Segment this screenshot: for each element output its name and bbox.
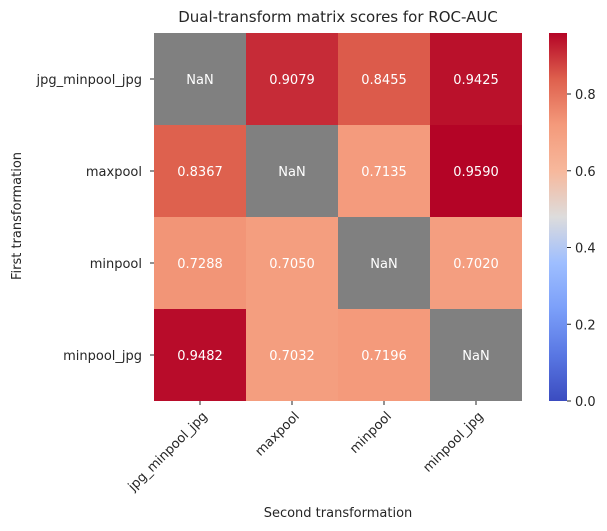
cell-value-label: 0.7135	[361, 165, 407, 180]
row-tick-label: minpool	[90, 257, 142, 272]
heatmap-cell	[246, 125, 338, 217]
col-tick-label: jpg_minpool_jpg	[125, 409, 211, 495]
cell-value-label: 0.9425	[453, 73, 499, 88]
col-tick-label: minpool	[347, 409, 395, 457]
cell-value-label: NaN	[462, 349, 489, 364]
heatmap-cell	[338, 217, 430, 309]
col-tick-label: maxpool	[253, 409, 303, 459]
x-axis-label: Second transformation	[264, 506, 413, 521]
colorbar-ticks: 0.0 0.2 0.4 0.6 0.8	[567, 88, 596, 410]
cell-value-label: 0.7196	[361, 349, 407, 364]
cell-value-label: 0.8367	[177, 165, 223, 180]
colorbar-tick-label: 0.8	[575, 88, 596, 103]
heatmap-cell	[246, 309, 338, 401]
heatmap-cell	[430, 309, 522, 401]
cell-value-label: 0.7050	[269, 257, 315, 272]
cell-value-label: 0.8455	[361, 73, 407, 88]
y-axis-label: First transformation	[10, 152, 25, 280]
row-tick-label: minpool_jpg	[63, 349, 142, 364]
cell-value-label: 0.7288	[177, 257, 223, 272]
cell-value-label: 0.7032	[269, 349, 315, 364]
chart-title: Dual-transform matrix scores for ROC-AUC	[178, 8, 498, 26]
colorbar-tick-label: 0.4	[575, 242, 596, 257]
heatmap-cell	[338, 125, 430, 217]
heatmap-cell	[430, 33, 522, 125]
heatmap-cell	[246, 217, 338, 309]
cell-value-label: NaN	[278, 165, 305, 180]
cell-value-label: 0.9079	[269, 73, 315, 88]
heatmap-cell	[430, 217, 522, 309]
heatmap-cell	[430, 125, 522, 217]
cell-value-label: 0.7020	[453, 257, 499, 272]
cell-value-label: 0.9590	[453, 165, 499, 180]
heatmap-cell	[154, 217, 246, 309]
row-tick-label: jpg_minpool_jpg	[35, 73, 142, 88]
col-tick-labels: jpg_minpool_jpg maxpool minpool minpool_jpg	[125, 401, 487, 495]
row-tick-label: maxpool	[86, 165, 142, 180]
heatmap-cell	[154, 33, 246, 125]
cell-value-label: 0.9482	[177, 349, 223, 364]
cell-value-label: NaN	[370, 257, 397, 272]
heatmap-cell	[154, 309, 246, 401]
colorbar-tick-label: 0.6	[575, 165, 596, 180]
heatmap-cell	[338, 309, 430, 401]
heatmap-cell	[246, 33, 338, 125]
heatmap-cell	[154, 125, 246, 217]
heatmap-cell	[338, 33, 430, 125]
cell-value-label: NaN	[186, 73, 213, 88]
heatmap-cells: NaN 0.9079 0.8455 0.9425 0.8367 NaN 0.7135 0.95…	[154, 33, 522, 401]
colorbar-tick-label: 0.0	[575, 395, 596, 410]
col-tick-label: minpool_jpg	[420, 409, 486, 475]
colorbar	[549, 33, 567, 401]
colorbar-tick-label: 0.2	[575, 318, 596, 333]
